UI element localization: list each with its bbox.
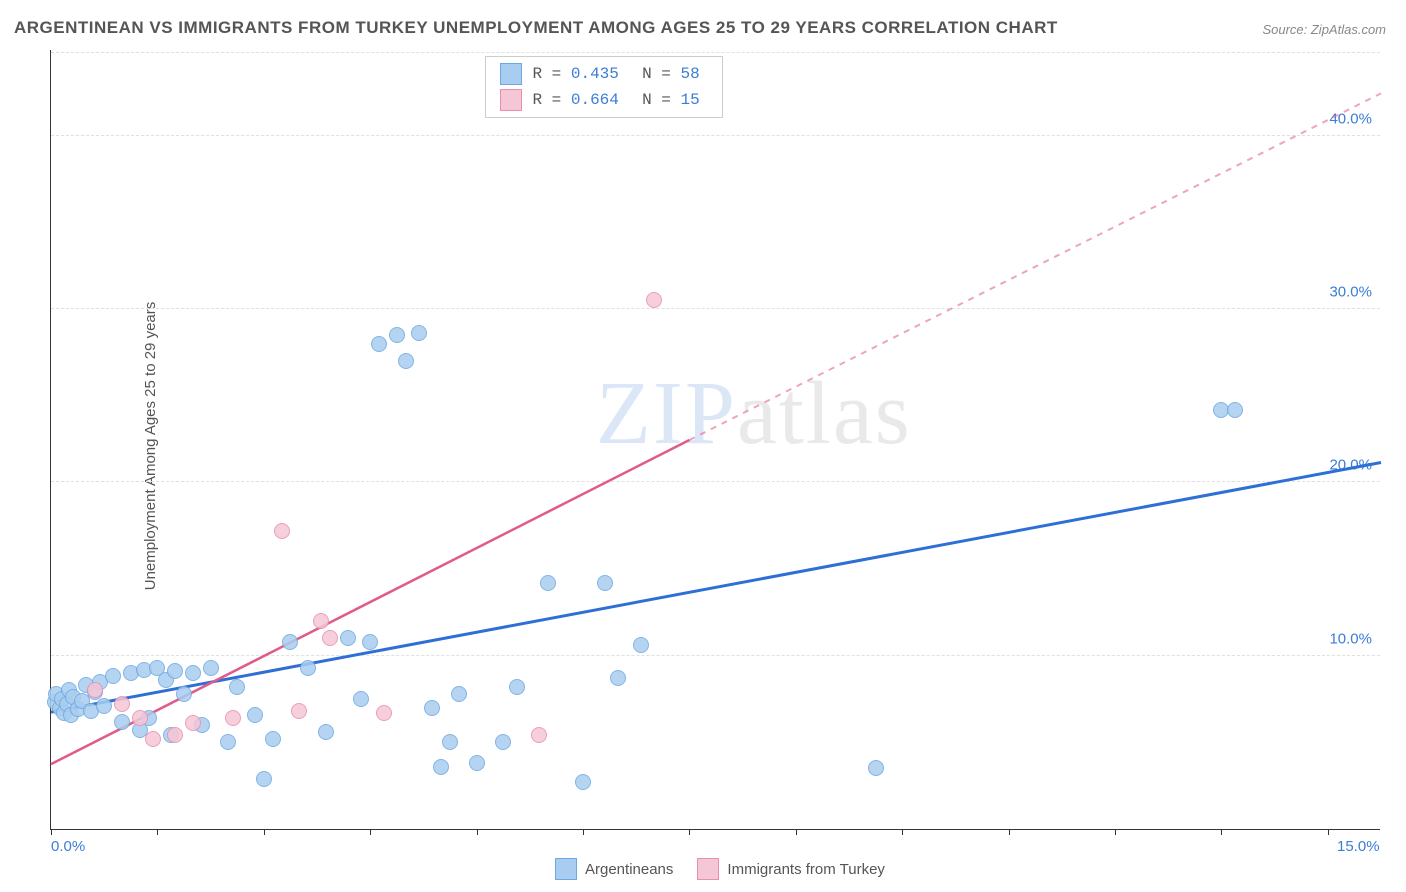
x-tick [1221,829,1222,835]
scatter-point [340,630,356,646]
scatter-point [868,760,884,776]
scatter-point [353,691,369,707]
x-tick [157,829,158,835]
legend-swatch [500,63,522,85]
x-tick-label: 0.0% [51,838,85,855]
legend-row: R = 0.435 N = 58 [500,63,708,85]
x-tick [902,829,903,835]
scatter-point [220,734,236,750]
scatter-point [322,630,338,646]
y-tick-label: 40.0% [1329,110,1372,127]
scatter-point [247,707,263,723]
x-tick [796,829,797,835]
scatter-point [371,336,387,352]
x-tick [264,829,265,835]
grid-line [51,135,1380,136]
series-legend: Argentineans Immigrants from Turkey [555,858,885,880]
legend-stats: R = 0.435 N = 58 [532,65,708,83]
legend-swatch [697,858,719,880]
x-tick-label: 15.0% [1337,838,1380,855]
scatter-point [597,575,613,591]
grid-line [51,655,1380,656]
scatter-point [495,734,511,750]
legend-swatch [555,858,577,880]
scatter-point [469,755,485,771]
scatter-point [274,523,290,539]
scatter-point [203,660,219,676]
plot-area: ZIPatlas 10.0%20.0%30.0%40.0%0.0%15.0%R … [50,50,1380,830]
x-tick [1115,829,1116,835]
source-label: Source: ZipAtlas.com [1262,22,1386,37]
legend-label: Argentineans [585,861,673,878]
scatter-point [442,734,458,750]
scatter-point [313,613,329,629]
scatter-point [96,698,112,714]
x-tick [477,829,478,835]
grid-line [51,308,1380,309]
grid-line [51,52,1380,53]
scatter-point [105,668,121,684]
y-tick-label: 20.0% [1329,457,1372,474]
scatter-point [185,665,201,681]
scatter-point [265,731,281,747]
scatter-point [376,705,392,721]
watermark: ZIPatlas [596,362,912,465]
legend-item: Argentineans [555,858,673,880]
x-tick [583,829,584,835]
watermark-zip: ZIP [596,364,737,463]
scatter-point [411,325,427,341]
scatter-point [300,660,316,676]
scatter-point [132,710,148,726]
scatter-point [256,771,272,787]
trend-line-dashed [689,93,1381,440]
legend-row: R = 0.664 N = 15 [500,89,708,111]
scatter-point [531,727,547,743]
legend-stats: R = 0.664 N = 15 [532,91,708,109]
scatter-point [167,727,183,743]
trend-line-solid [51,463,1381,713]
y-tick-label: 30.0% [1329,284,1372,301]
scatter-point [540,575,556,591]
scatter-point [451,686,467,702]
scatter-point [389,327,405,343]
scatter-point [176,686,192,702]
scatter-point [145,731,161,747]
scatter-point [114,714,130,730]
scatter-point [114,696,130,712]
watermark-atlas: atlas [737,364,912,463]
scatter-point [398,353,414,369]
x-tick [370,829,371,835]
scatter-point [633,637,649,653]
scatter-point [1227,402,1243,418]
legend-label: Immigrants from Turkey [727,861,885,878]
scatter-point [646,292,662,308]
x-tick [689,829,690,835]
scatter-point [509,679,525,695]
scatter-point [185,715,201,731]
scatter-point [282,634,298,650]
scatter-point [610,670,626,686]
grid-line [51,481,1380,482]
chart-title: ARGENTINEAN VS IMMIGRANTS FROM TURKEY UN… [14,18,1058,38]
scatter-point [167,663,183,679]
correlation-legend: R = 0.435 N = 58 R = 0.664 N = 15 [485,56,723,118]
scatter-point [87,682,103,698]
scatter-point [575,774,591,790]
scatter-point [291,703,307,719]
scatter-point [424,700,440,716]
x-tick [51,829,52,835]
scatter-point [318,724,334,740]
scatter-point [433,759,449,775]
legend-swatch [500,89,522,111]
scatter-point [225,710,241,726]
x-tick [1009,829,1010,835]
scatter-point [362,634,378,650]
y-tick-label: 10.0% [1329,630,1372,647]
scatter-point [229,679,245,695]
legend-item: Immigrants from Turkey [697,858,885,880]
x-tick [1328,829,1329,835]
